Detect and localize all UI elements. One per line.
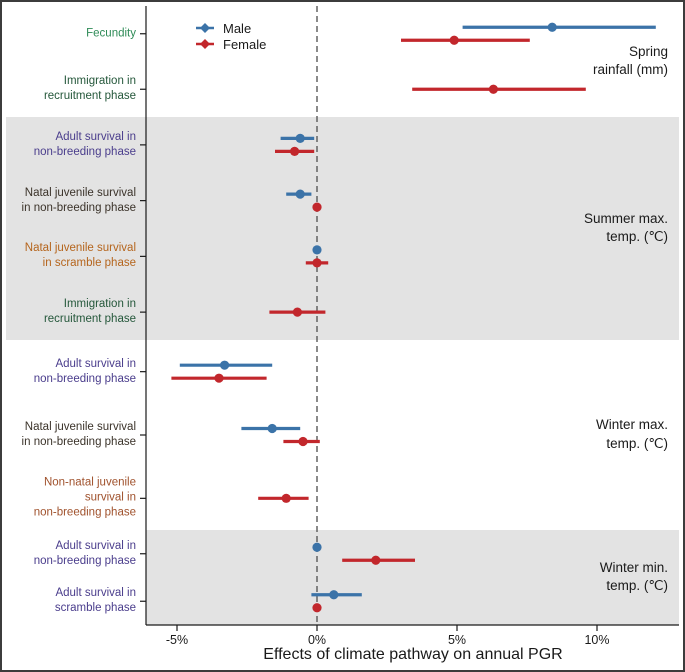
x-tick-label: -5%	[165, 633, 189, 647]
point-female	[312, 603, 322, 613]
point-male	[312, 542, 322, 552]
point-female	[298, 436, 308, 447]
row-label: Non-natal juvenile survival in non-breedin…	[33, 476, 136, 519]
point-female	[214, 373, 224, 383]
row-label: Adult survival in non-breeding phase	[33, 357, 136, 385]
facet-label: Summer max. temp. (℃)	[583, 210, 668, 245]
x-axis-title: Effects of climate pathway on annual PGR	[263, 646, 563, 663]
row-label: Immigration in recruitment phase	[43, 298, 136, 326]
x-tick-label: 5%	[447, 633, 467, 647]
point-male	[295, 133, 305, 143]
point-male	[329, 590, 339, 600]
legend-label-male: Male	[223, 20, 252, 36]
point-female	[281, 493, 291, 503]
legend-item-female: Female	[194, 36, 266, 52]
point-male	[295, 189, 305, 199]
row-label: Natal juvenile survival in non-breeding p…	[21, 421, 136, 448]
point-male	[267, 423, 277, 434]
row-label: Adult survival in non-breeding phase	[33, 539, 136, 567]
facet-band	[6, 117, 679, 340]
male-pointrange-key-icon	[196, 23, 214, 33]
facet-band	[146, 530, 679, 625]
female-pointrange-key-icon	[196, 39, 214, 49]
point-female	[312, 258, 322, 268]
x-tick-label: 0%	[307, 633, 327, 647]
facet-label: Winter max. temp. (℃)	[595, 417, 668, 451]
point-male	[547, 22, 557, 32]
point-female	[449, 35, 459, 45]
point-male	[220, 360, 230, 370]
point-male	[312, 245, 322, 255]
point-female	[488, 84, 498, 94]
x-tick-label: 10%	[584, 633, 610, 647]
facet-label: Winter min. temp. (℃)	[599, 559, 668, 594]
facet-label: Spring rainfall (mm)	[592, 43, 668, 78]
row-label: Natal juvenile survival in non-breeding p…	[21, 186, 136, 214]
row-label: Adult survival in non-breeding phase	[33, 130, 136, 158]
legend-label-female: Female	[223, 36, 267, 52]
point-female	[290, 146, 300, 156]
row-label: Fecundity	[86, 27, 136, 40]
legend-item-male: Male	[194, 20, 266, 36]
point-female	[292, 307, 302, 317]
legend: Male Female	[194, 20, 266, 52]
point-female	[312, 202, 322, 212]
row-label: Immigration in recruitment phase	[43, 75, 136, 103]
row-label: Adult survival in scramble phase	[54, 587, 136, 615]
point-female	[371, 555, 381, 565]
row-label: Natal juvenile survival in scramble phase	[24, 242, 136, 270]
